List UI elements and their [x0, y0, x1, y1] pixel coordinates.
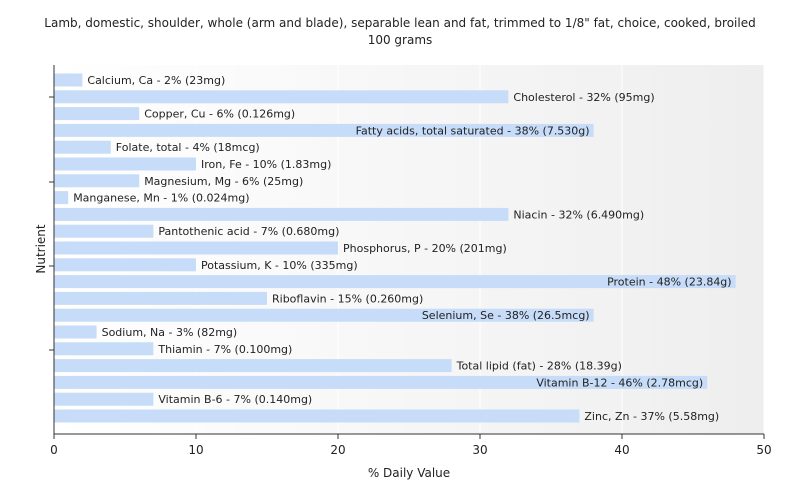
bar-label: Zinc, Zn - 37% (5.58mg): [584, 410, 719, 423]
x-tick-label: 20: [330, 443, 345, 457]
bar-label: Niacin - 32% (6.490mg): [513, 208, 644, 221]
y-axis-label: Nutrient: [34, 224, 48, 274]
x-tick-label: 40: [614, 443, 629, 457]
bar-label: Thiamin - 7% (0.100mg): [157, 343, 292, 356]
bar-label: Cholesterol - 32% (95mg): [513, 91, 654, 104]
bar-label: Protein - 48% (23.84g): [607, 276, 732, 289]
bar: [54, 291, 267, 305]
bar: [54, 174, 140, 188]
x-axis-ticks: 0 10 20 30 40 50: [50, 434, 772, 457]
y-axis-ticks: [49, 96, 54, 351]
x-axis-label: % Daily Value: [368, 466, 450, 480]
bar: [54, 342, 154, 356]
x-tick-label: 50: [756, 443, 771, 457]
x-tick-label: 30: [472, 443, 487, 457]
bar: [54, 207, 509, 221]
bar: [54, 90, 509, 104]
bar: [54, 392, 154, 406]
bars: [54, 73, 736, 423]
bar: [54, 107, 140, 121]
bar-label: Iron, Fe - 10% (1.83mg): [201, 158, 331, 171]
bar: [54, 325, 97, 339]
bar-label: Pantothenic acid - 7% (0.680mg): [158, 225, 339, 238]
bar-label: Total lipid (fat) - 28% (18.39g): [456, 360, 622, 373]
bar-label: Vitamin B-12 - 46% (2.78mcg): [536, 376, 703, 389]
bar: [54, 275, 736, 289]
bar-label: Sodium, Na - 3% (82mg): [102, 326, 238, 339]
bar: [54, 224, 154, 238]
chart-title: Lamb, domestic, shoulder, whole (arm and…: [44, 16, 755, 30]
bar-label: Magnesium, Mg - 6% (25mg): [144, 175, 303, 188]
x-tick-label: 10: [188, 443, 203, 457]
bar: [54, 359, 452, 373]
bar-label: Selenium, Se - 38% (26.5mcg): [422, 309, 590, 322]
bar: [54, 241, 338, 255]
bar-label: Folate, total - 4% (18mcg): [116, 141, 260, 154]
bar-label: Calcium, Ca - 2% (23mg): [87, 74, 225, 87]
bar-label: Copper, Cu - 6% (0.126mg): [144, 108, 295, 121]
bar: [54, 308, 594, 322]
bar: [54, 123, 594, 137]
x-tick-label: 0: [50, 443, 58, 457]
bar-label: Vitamin B-6 - 7% (0.140mg): [158, 393, 312, 406]
bar-label: Phosphorus, P - 20% (201mg): [343, 242, 507, 255]
bar: [54, 409, 580, 423]
bar-label: Riboflavin - 15% (0.260mg): [272, 292, 423, 305]
bar-label: Potassium, K - 10% (335mg): [201, 259, 358, 272]
bar: [54, 157, 196, 171]
bar: [54, 73, 83, 87]
bar-label: Fatty acids, total saturated - 38% (7.53…: [356, 124, 590, 137]
bar: [54, 258, 196, 272]
bar: [54, 191, 69, 205]
chart-subtitle: 100 grams: [368, 33, 433, 47]
bar-label: Manganese, Mn - 1% (0.024mg): [73, 192, 249, 205]
bar: [54, 375, 708, 389]
bar: [54, 140, 111, 154]
bar-labels: Calcium, Ca - 2% (23mg) Cholesterol - 32%…: [73, 74, 731, 423]
